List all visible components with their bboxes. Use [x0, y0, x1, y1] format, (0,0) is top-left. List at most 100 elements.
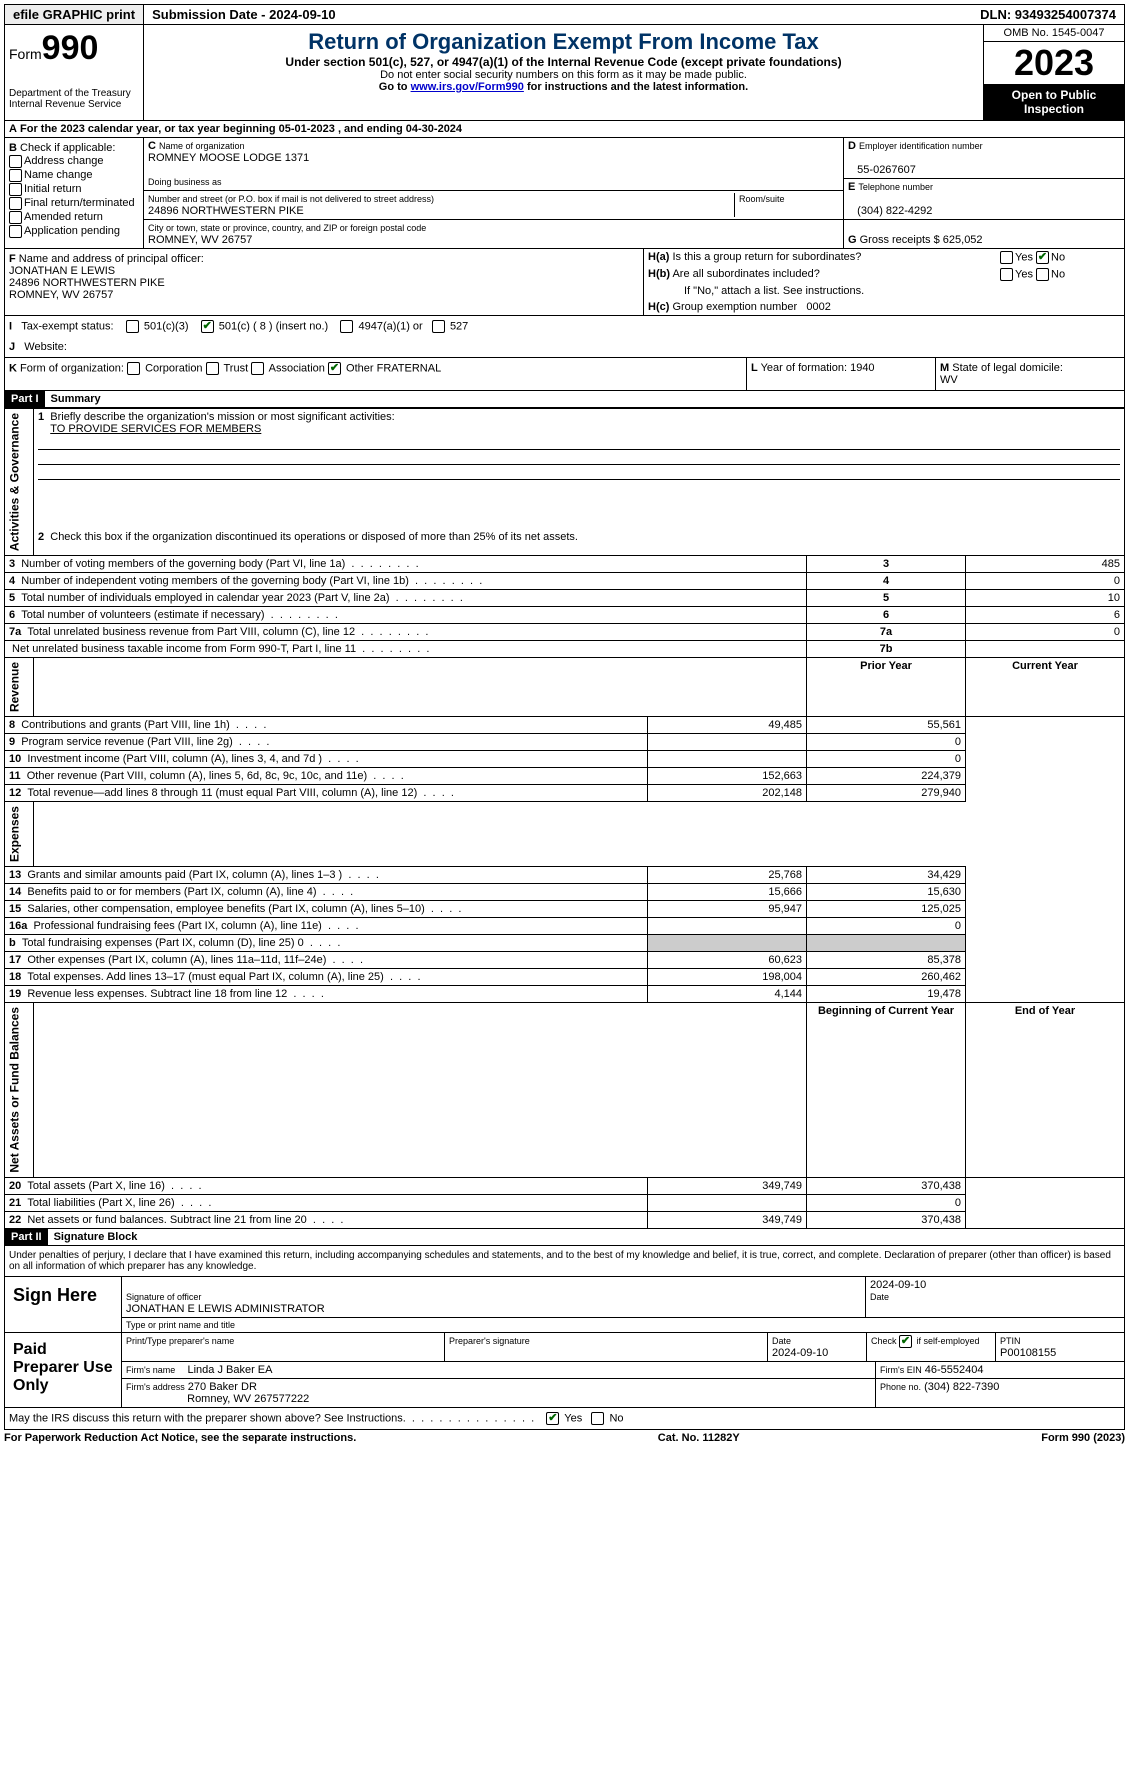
sign-date: 2024-09-10: [870, 1279, 926, 1291]
table-row: 3 Number of voting members of the govern…: [5, 556, 1125, 573]
opt-amended-return: Amended return: [24, 211, 103, 223]
self-emp-suffix: if self-employed: [914, 1336, 980, 1346]
table-row: 19 Revenue less expenses. Subtract line …: [5, 986, 1125, 1003]
firm-addr1: 270 Baker DR: [188, 1381, 257, 1393]
opt-4947: 4947(a)(1) or: [359, 320, 423, 332]
officer-group-block: F Name and address of principal officer:…: [4, 249, 1125, 316]
firm-ein-label: Firm's EIN: [880, 1365, 922, 1375]
domicile: WV: [940, 374, 958, 386]
prep-sig-label: Preparer's signature: [449, 1336, 530, 1346]
firm-name-label: Firm's name: [126, 1365, 175, 1375]
table-row: 9 Program service revenue (Part VIII, li…: [5, 734, 1125, 751]
ein: 55-0267607: [857, 164, 916, 176]
footer-cat: Cat. No. 11282Y: [658, 1432, 740, 1444]
table-row: 20 Total assets (Part X, line 16) . . . …: [5, 1177, 1125, 1194]
527-checkbox[interactable]: [432, 320, 445, 333]
address-change-checkbox[interactable]: [9, 155, 22, 168]
perjury-declaration: Under penalties of perjury, I declare th…: [4, 1246, 1125, 1277]
officer-label: Name and address of principal officer:: [19, 253, 204, 265]
section-expenses: Expenses: [5, 802, 34, 867]
501c-checkbox[interactable]: [201, 320, 214, 333]
year-formation: 1940: [850, 362, 874, 374]
prep-date: 2024-09-10: [772, 1347, 828, 1359]
opt-address-change: Address change: [24, 155, 104, 167]
hb-no: No: [1051, 268, 1065, 280]
trust-checkbox[interactable]: [206, 362, 219, 375]
part2-bar: Part II Signature Block: [4, 1229, 1125, 1246]
firm-phone: (304) 822-7390: [924, 1381, 999, 1393]
opt-527: 527: [450, 320, 468, 332]
page-footer: For Paperwork Reduction Act Notice, see …: [4, 1430, 1125, 1446]
firm-phone-label: Phone no.: [880, 1382, 921, 1392]
table-row: 8 Contributions and grants (Part VIII, l…: [5, 717, 1125, 734]
other-val: FRATERNAL: [377, 362, 442, 374]
discuss-no-checkbox[interactable]: [591, 1412, 604, 1425]
check-if-applicable: Check if applicable:: [20, 142, 115, 154]
klm-row: K Form of organization: Corporation Trus…: [4, 358, 1125, 391]
goto-label: Go to: [379, 81, 411, 93]
instructions-link[interactable]: www.irs.gov/Form990: [411, 81, 524, 93]
501c3-checkbox[interactable]: [126, 320, 139, 333]
street-address: 24896 NORTHWESTERN PIKE: [148, 205, 304, 217]
firm-ein: 46-5552404: [925, 1364, 984, 1376]
name-change-checkbox[interactable]: [9, 169, 22, 182]
table-row: 11 Other revenue (Part VIII, column (A),…: [5, 768, 1125, 785]
hb-no-checkbox[interactable]: [1036, 268, 1049, 281]
opt-trust: Trust: [223, 362, 248, 374]
dba-label: Doing business as: [148, 177, 222, 187]
line2-text: Check this box if the organization disco…: [50, 531, 578, 543]
dept-treasury: Department of the Treasury: [9, 88, 139, 99]
4947-checkbox[interactable]: [340, 320, 353, 333]
corp-checkbox[interactable]: [127, 362, 140, 375]
hb-yes-checkbox[interactable]: [1000, 268, 1013, 281]
officer-addr1: 24896 NORTHWESTERN PIKE: [9, 277, 165, 289]
table-row: 22 Net assets or fund balances. Subtract…: [5, 1211, 1125, 1228]
ein-label: Employer identification number: [859, 141, 983, 151]
tax-year: 2023: [984, 42, 1124, 84]
ssn-note: Do not enter social security numbers on …: [148, 69, 979, 81]
phone-label: Telephone number: [858, 182, 933, 192]
form-title: Return of Organization Exempt From Incom…: [148, 29, 979, 55]
efile-print-button[interactable]: efile GRAPHIC print: [5, 5, 144, 24]
phone: (304) 822-4292: [857, 205, 932, 217]
amended-return-checkbox[interactable]: [9, 211, 22, 224]
hb-yes: Yes: [1015, 268, 1033, 280]
goto-suffix: for instructions and the latest informat…: [527, 81, 748, 93]
table-row: 12 Total revenue—add lines 8 through 11 …: [5, 785, 1125, 802]
officer-sig-label: Signature of officer: [126, 1292, 201, 1302]
part1-title: Summary: [45, 391, 107, 407]
hb-label: Are all subordinates included?: [672, 268, 819, 280]
section-activities-governance: Activities & Governance: [5, 409, 34, 556]
footer-form: Form 990 (2023): [1041, 1432, 1125, 1444]
ha-no-checkbox[interactable]: [1036, 251, 1049, 264]
initial-return-checkbox[interactable]: [9, 183, 22, 196]
table-row: 14 Benefits paid to or for members (Part…: [5, 884, 1125, 901]
form-header: Form990 Department of the Treasury Inter…: [4, 25, 1125, 121]
assoc-checkbox[interactable]: [251, 362, 264, 375]
hc-label: Group exemption number: [672, 301, 797, 313]
org-name-label: Name of organization: [159, 141, 245, 151]
website-row: J Website:: [4, 337, 1125, 358]
top-bar: efile GRAPHIC print Submission Date - 20…: [4, 4, 1125, 25]
final-return-checkbox[interactable]: [9, 197, 22, 210]
table-row: Net unrelated business taxable income fr…: [5, 641, 1125, 658]
officer-addr2: ROMNEY, WV 26757: [9, 289, 113, 301]
ha-yes-checkbox[interactable]: [1000, 251, 1013, 264]
part1-bar: Part I Summary: [4, 391, 1125, 408]
part2-header: Part II: [5, 1229, 48, 1245]
firm-addr2: Romney, WV 267577222: [187, 1393, 309, 1405]
hb-note: If "No," attach a list. See instructions…: [644, 283, 1124, 299]
ptin-label: PTIN: [1000, 1336, 1021, 1346]
domicile-label: State of legal domicile:: [952, 362, 1063, 374]
line-a-tax-year: A For the 2023 calendar year, or tax yea…: [4, 121, 1125, 138]
section-net-assets: Net Assets or Fund Balances: [5, 1003, 34, 1178]
other-checkbox[interactable]: [328, 362, 341, 375]
dln: DLN: 93493254007374: [972, 5, 1124, 24]
opt-other: Other: [346, 362, 374, 374]
self-employed-checkbox[interactable]: [899, 1335, 912, 1348]
discuss-yes-checkbox[interactable]: [546, 1412, 559, 1425]
app-pending-checkbox[interactable]: [9, 225, 22, 238]
table-row: 15 Salaries, other compensation, employe…: [5, 901, 1125, 918]
submission-date: Submission Date - 2024-09-10: [144, 5, 972, 24]
irs-label: Internal Revenue Service: [9, 99, 139, 110]
